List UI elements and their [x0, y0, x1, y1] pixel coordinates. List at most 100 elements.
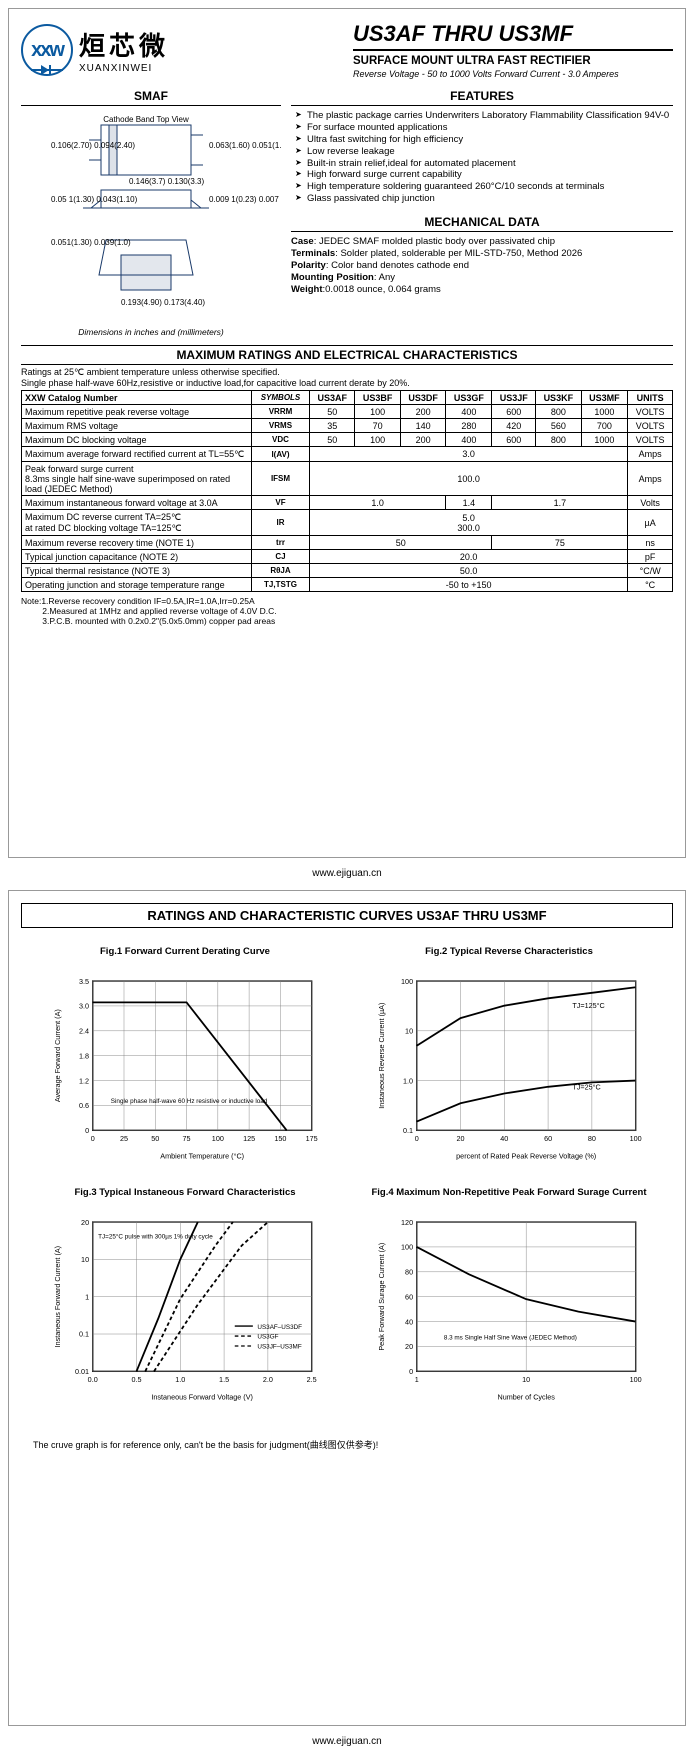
svg-text:10: 10	[522, 1375, 530, 1384]
part-subtitle: SURFACE MOUNT ULTRA FAST RECTIFIER	[353, 55, 673, 67]
svg-text:0.063(1.60) 0.051(1.30): 0.063(1.60) 0.051(1.30)	[209, 141, 281, 150]
fig4: Fig.4 Maximum Non-Repetitive Peak Forwar…	[357, 1187, 661, 1408]
svg-text:1: 1	[415, 1375, 419, 1384]
svg-text:8.3 ms Single Half Sine Wave (: 8.3 ms Single Half Sine Wave (JEDEC Meth…	[444, 1335, 577, 1342]
smaf-heading: SMAF	[21, 89, 281, 106]
svg-text:Cathode Band Top View: Cathode Band Top View	[103, 115, 189, 124]
svg-text:0.009 1(0.23) 0.007 1(0.18): 0.009 1(0.23) 0.007 1(0.18)	[209, 195, 281, 204]
svg-text:0.0: 0.0	[88, 1375, 98, 1384]
svg-text:0: 0	[409, 1367, 413, 1376]
svg-text:2.5: 2.5	[307, 1375, 317, 1384]
ratings-table: XXW Catalog NumberSYMBOLSUS3AFUS3BFUS3DF…	[21, 390, 673, 592]
company-logo: xxw 烜芯微 XUANXINWEI	[21, 21, 169, 79]
fig2: Fig.2 Typical Reverse Characteristics 02…	[357, 946, 661, 1167]
feature-item: Low reverse leakage	[295, 146, 673, 158]
fig3: Fig.3 Typical Instaneous Forward Charact…	[33, 1187, 337, 1408]
svg-text:percent of Rated Peak Reverse: percent of Rated Peak Reverse Voltage (%…	[456, 1151, 596, 1160]
svg-text:0.5: 0.5	[131, 1375, 141, 1384]
svg-text:US3AF–US3DF: US3AF–US3DF	[257, 1324, 302, 1331]
logo-en: XUANXINWEI	[79, 63, 169, 74]
feature-item: The plastic package carries Underwriters…	[295, 110, 673, 122]
svg-text:Instaneous Reverse Current (µA: Instaneous Reverse Current (µA)	[377, 1003, 386, 1109]
svg-text:10: 10	[405, 1027, 413, 1036]
page-footer: www.ejiguan.cn	[9, 868, 685, 879]
svg-text:0.106(2.70) 0.094(2.40): 0.106(2.70) 0.094(2.40)	[51, 141, 135, 150]
svg-text:20: 20	[456, 1134, 464, 1143]
svg-text:3.5: 3.5	[79, 977, 89, 986]
svg-text:1: 1	[85, 1292, 89, 1301]
chart-disclaimer: The cruve graph is for reference only, c…	[21, 1438, 673, 1451]
svg-text:10: 10	[81, 1255, 89, 1264]
svg-text:US3GF: US3GF	[257, 1334, 278, 1341]
part-desc: Reverse Voltage - 50 to 1000 Volts Forwa…	[353, 69, 673, 79]
ratings-intro: Ratings at 25℃ ambient temperature unles…	[21, 365, 673, 390]
page-footer-2: www.ejiguan.cn	[9, 1736, 685, 1747]
svg-text:100: 100	[212, 1134, 224, 1143]
ratings-heading: MAXIMUM RATINGS AND ELECTRICAL CHARACTER…	[21, 345, 673, 365]
svg-text:1.8: 1.8	[79, 1051, 89, 1060]
svg-text:100: 100	[401, 1243, 413, 1252]
svg-text:0: 0	[415, 1134, 419, 1143]
svg-text:2.0: 2.0	[263, 1375, 273, 1384]
logo-icon: xxw	[21, 24, 73, 76]
svg-text:Instaneous Forward Current (A): Instaneous Forward Current (A)	[53, 1246, 62, 1348]
logo-cn: 烜芯微	[79, 26, 169, 63]
mech-heading: MECHANICAL DATA	[291, 215, 673, 232]
svg-text:Ambient Temperature (°C): Ambient Temperature (°C)	[160, 1151, 244, 1160]
features-heading: FEATURES	[291, 89, 673, 106]
package-drawing: SMAF Cathode Band Top View 0.106(2.70) 0…	[21, 89, 281, 337]
features-list: The plastic package carries Underwriters…	[295, 110, 673, 205]
svg-text:0.1: 0.1	[79, 1330, 89, 1339]
svg-text:0.1: 0.1	[403, 1126, 413, 1135]
svg-text:US3JF–US3MF: US3JF–US3MF	[257, 1344, 301, 1351]
svg-text:100: 100	[630, 1375, 642, 1384]
mech-data: Case: JEDEC SMAF molded plastic body ove…	[291, 236, 673, 295]
svg-text:60: 60	[544, 1134, 552, 1143]
svg-text:50: 50	[151, 1134, 159, 1143]
svg-text:0.01: 0.01	[75, 1367, 89, 1376]
svg-text:TJ=25°C pulse with 300µs 1% du: TJ=25°C pulse with 300µs 1% duty cycle	[98, 1232, 213, 1240]
svg-text:80: 80	[405, 1268, 413, 1277]
svg-text:120: 120	[401, 1218, 413, 1227]
svg-text:150: 150	[274, 1134, 286, 1143]
datasheet-page-2: RATINGS AND CHARACTERISTIC CURVES US3AF …	[8, 890, 686, 1726]
curves-title: RATINGS AND CHARACTERISTIC CURVES US3AF …	[21, 903, 673, 928]
svg-text:20: 20	[81, 1218, 89, 1227]
datasheet-page-1: xxw 烜芯微 XUANXINWEI US3AF THRU US3MF SURF…	[8, 8, 686, 858]
svg-text:2.4: 2.4	[79, 1027, 89, 1036]
svg-text:1.5: 1.5	[219, 1375, 229, 1384]
svg-text:0.146(3.7) 0.130(3.3): 0.146(3.7) 0.130(3.3)	[129, 177, 204, 186]
svg-text:0.193(4.90) 0.173(4.40): 0.193(4.90) 0.173(4.40)	[121, 298, 205, 307]
svg-text:Instaneous Forward Voltage (V): Instaneous Forward Voltage (V)	[151, 1392, 253, 1401]
svg-text:1.2: 1.2	[79, 1076, 89, 1085]
svg-text:20: 20	[405, 1342, 413, 1351]
charts-grid: Fig.1 Forward Current Derating Curve 025…	[21, 946, 673, 1408]
fig1: Fig.1 Forward Current Derating Curve 025…	[33, 946, 337, 1167]
svg-text:1.0: 1.0	[175, 1375, 185, 1384]
svg-text:100: 100	[630, 1134, 642, 1143]
svg-text:TJ=125°C: TJ=125°C	[572, 1001, 604, 1010]
svg-text:TJ=25°C: TJ=25°C	[572, 1083, 600, 1092]
svg-text:0: 0	[85, 1126, 89, 1135]
svg-text:125: 125	[243, 1134, 255, 1143]
svg-text:Number of Cycles: Number of Cycles	[498, 1392, 556, 1401]
feature-item: Glass passivated chip junction	[295, 193, 673, 205]
svg-text:75: 75	[183, 1134, 191, 1143]
package-svg: Cathode Band Top View 0.106(2.70) 0.094(…	[21, 110, 281, 320]
svg-text:0.6: 0.6	[79, 1101, 89, 1110]
feature-item: Ultra fast switching for high efficiency	[295, 134, 673, 146]
feature-item: Built-in strain relief,ideal for automat…	[295, 158, 673, 170]
svg-text:175: 175	[306, 1134, 318, 1143]
svg-text:1.0: 1.0	[403, 1076, 413, 1085]
header: xxw 烜芯微 XUANXINWEI US3AF THRU US3MF SURF…	[21, 21, 673, 79]
feature-item: For surface mounted applications	[295, 122, 673, 134]
feature-item: High forward surge current capability	[295, 169, 673, 181]
svg-text:80: 80	[588, 1134, 596, 1143]
svg-text:Single phase half-wave 60 Hz r: Single phase half-wave 60 Hz resistive o…	[111, 1098, 268, 1105]
svg-text:0.051(1.30) 0.039(1.0): 0.051(1.30) 0.039(1.0)	[51, 238, 131, 247]
svg-text:40: 40	[500, 1134, 508, 1143]
svg-text:25: 25	[120, 1134, 128, 1143]
svg-text:3.0: 3.0	[79, 1002, 89, 1011]
part-title: US3AF THRU US3MF	[353, 21, 673, 51]
dim-caption: Dimensions in inches and (millimeters)	[21, 327, 281, 337]
